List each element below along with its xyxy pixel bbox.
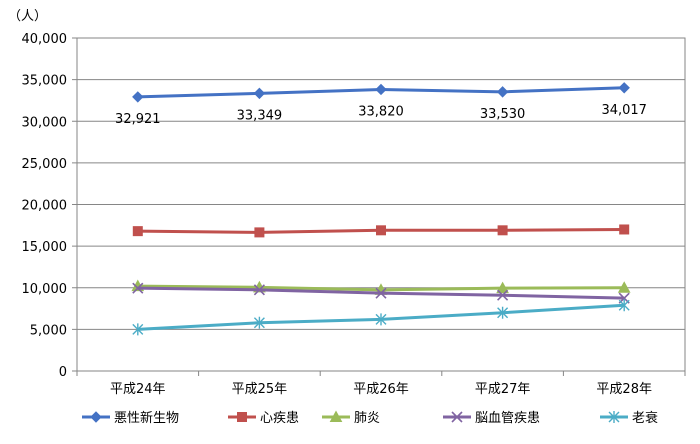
y-axis-unit-label: （人） [8,9,47,24]
y-tick-label: 10,000 [22,282,68,297]
y-tick-label: 5,000 [30,323,67,338]
data-point [496,281,509,294]
legend-entry: 老衰 [600,410,658,426]
data-label: 33,349 [237,108,283,123]
data-point [496,86,509,98]
data-point [619,224,630,235]
y-tick-label: 25,000 [22,157,68,172]
legend-entry: 脳血管疾患 [443,411,540,426]
data-label: 32,921 [115,112,161,127]
legend-entry: 心疾患 [228,411,299,426]
data-labels: 32,921 33,349 33,820 33,530 34,017 [115,103,647,127]
legend-marker [608,411,620,423]
data-point [375,287,387,299]
data-point [618,82,630,94]
data-point [375,313,387,326]
data-point [497,306,509,319]
x-tick-label: 平成28年 [596,382,652,397]
data-label: 34,017 [601,103,647,118]
legend-label: 老衰 [632,410,658,426]
data-point [132,282,144,294]
legend-label: 悪性新生物 [114,410,179,426]
y-tick-label: 40,000 [22,32,68,47]
data-point [618,299,630,312]
y-tick-label: 0 [59,365,67,380]
x-tick-label: 平成27年 [475,382,531,397]
data-point [375,83,387,96]
series-1 [132,82,630,103]
series-2 [132,224,630,238]
legend-marker [90,411,102,423]
y-tick-label: 35,000 [22,74,68,89]
legend-label: 肺炎 [354,411,380,426]
legend-marker [451,411,463,423]
data-label: 33,820 [358,104,404,119]
x-tick-label: 平成25年 [232,382,288,397]
data-point [617,281,631,293]
y-tick-label: 30,000 [22,115,68,130]
data-point [497,289,509,301]
data-point [132,91,144,103]
x-tick-label: 平成24年 [110,382,166,397]
legend-entry: 肺炎 [322,410,380,426]
x-tick-label: 平成26年 [353,382,409,397]
data-point [132,323,144,336]
series-5 [132,299,630,336]
legend: 悪性新生物 心疾患 肺炎 脳血管疾患 老衰 [82,410,658,426]
data-point [253,284,265,296]
axes: 0 5,000 10,000 15,000 20,000 25,000 30,000 35,0… [22,32,686,397]
legend-label: 心疾患 [260,411,299,426]
series-4 [132,282,630,304]
series-layer [131,82,631,336]
y-tick-label: 20,000 [22,199,68,214]
data-point [253,316,265,329]
data-point [376,225,386,236]
data-point [254,227,265,238]
data-point [253,87,266,100]
legend-marker [329,410,343,422]
legend-label: 脳血管疾患 [475,411,540,426]
y-tick-label: 15,000 [22,240,68,255]
data-point [497,225,508,236]
data-label: 33,530 [480,107,526,122]
legend-entry: 悪性新生物 [82,410,179,426]
legend-marker [237,412,247,422]
data-point [132,226,143,237]
